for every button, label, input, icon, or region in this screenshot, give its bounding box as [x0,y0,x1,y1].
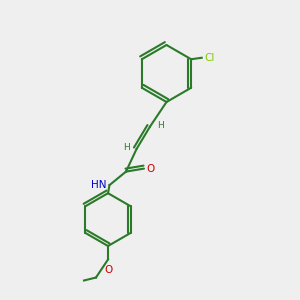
Text: H: H [158,121,164,130]
Text: H: H [123,143,130,152]
Text: O: O [146,164,155,174]
Text: O: O [104,265,112,275]
Text: Cl: Cl [205,53,215,63]
Text: HN: HN [91,180,106,190]
